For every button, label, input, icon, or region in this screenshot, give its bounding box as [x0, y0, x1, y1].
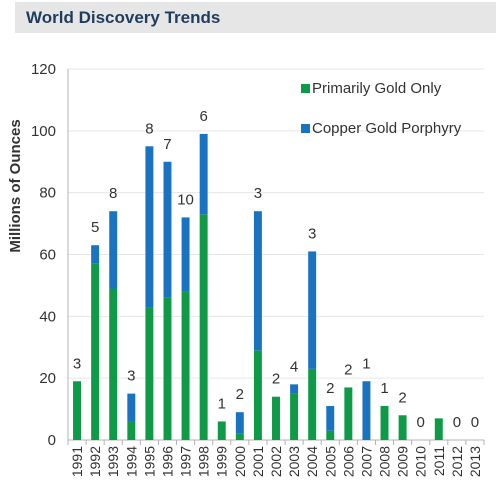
deposit-count-label: 1	[362, 355, 370, 372]
x-tick-label: 2001	[250, 446, 266, 477]
deposit-count-label: 8	[145, 120, 153, 137]
bar-copper-gold	[235, 412, 244, 434]
x-tick-label: 2008	[377, 446, 393, 477]
bar-gold-only	[434, 418, 443, 440]
bar-copper-gold	[253, 211, 262, 351]
bar-gold-only	[91, 263, 100, 440]
deposit-count-label: 7	[163, 136, 171, 153]
y-axis-label: Millions of Ounces	[7, 119, 24, 252]
legend-label: Copper Gold Porphyry	[312, 120, 462, 137]
bar-gold-only	[380, 405, 389, 440]
bar-copper-gold	[163, 161, 172, 298]
bar-gold-only	[344, 387, 353, 440]
bar-gold-only	[272, 396, 280, 440]
bar-gold-only	[181, 291, 190, 440]
y-tick-label: 80	[39, 185, 56, 202]
deposit-count-label: 1	[380, 380, 388, 397]
x-tick-label: 1996	[159, 446, 175, 477]
x-tick-label: 2004	[304, 446, 320, 477]
x-tick-label: 1993	[105, 446, 121, 477]
bar-gold-only	[163, 297, 172, 440]
deposit-count-label: 3	[308, 225, 316, 242]
bar-gold-only	[217, 421, 226, 440]
x-tick-label: 1992	[87, 446, 103, 477]
x-tick-label: 2010	[413, 446, 429, 477]
bar-copper-gold	[91, 245, 100, 264]
x-tick-label: 2005	[322, 446, 338, 477]
y-tick-label: 100	[31, 123, 56, 140]
bar-gold-only	[253, 350, 262, 440]
x-tick-label: 1995	[141, 446, 157, 477]
x-tick-label: 2007	[358, 446, 374, 477]
deposit-count-label: 4	[290, 358, 298, 375]
bar-gold-only	[73, 381, 82, 440]
x-tick-label: 1994	[123, 446, 139, 477]
x-tick-label: 2011	[431, 446, 447, 476]
y-tick-label: 0	[48, 432, 56, 449]
x-tick-label: 1997	[178, 446, 194, 477]
bar-copper-gold	[199, 133, 208, 215]
title-bar: World Discovery Trends	[15, 2, 496, 33]
y-tick-label: 20	[39, 370, 56, 387]
x-tick-label: 2000	[232, 446, 248, 477]
deposit-count-label: 2	[326, 380, 334, 397]
bar-gold-only	[127, 421, 136, 440]
deposit-count-label: 3	[73, 355, 81, 372]
bar-gold-only	[235, 433, 244, 440]
deposit-count-label: 3	[254, 185, 262, 202]
deposit-count-label: 6	[199, 108, 207, 125]
bar-copper-gold	[290, 384, 299, 394]
x-tick-label: 2003	[286, 446, 302, 477]
x-tick-label: 1991	[69, 446, 85, 477]
bar-gold-only	[290, 393, 299, 440]
deposit-count-label: 2	[272, 371, 280, 388]
deposit-count-label: 3	[127, 368, 135, 385]
deposit-count-label: 2	[344, 361, 352, 378]
x-tick-label: 2002	[268, 446, 284, 477]
bar-copper-gold	[127, 393, 136, 422]
y-tick-label: 60	[39, 247, 56, 264]
x-tick-label: 1999	[214, 446, 230, 477]
x-tick-label: 1998	[196, 446, 212, 477]
bar-copper-gold	[326, 405, 335, 431]
bar-gold-only	[199, 214, 208, 440]
legend-swatch	[301, 124, 310, 133]
bar-copper-gold	[362, 381, 371, 440]
bar-copper-gold	[145, 146, 154, 308]
deposit-count-label: 8	[109, 185, 117, 202]
x-tick-label: 2006	[340, 446, 356, 477]
deposit-count-label: 0	[471, 414, 479, 431]
bar-gold-only	[145, 307, 154, 440]
x-tick-label: 2012	[449, 446, 465, 477]
x-tick-label: 2009	[395, 446, 411, 477]
deposit-count-label: 0	[417, 414, 425, 431]
x-tick-label: 2013	[467, 446, 483, 477]
deposit-count-label: 2	[398, 389, 406, 406]
bar-copper-gold	[181, 217, 190, 292]
deposit-count-label: 1	[218, 395, 226, 412]
bar-gold-only	[308, 368, 317, 440]
y-tick-label: 40	[39, 308, 56, 325]
bar-copper-gold	[109, 211, 118, 289]
y-tick-label: 120	[31, 61, 56, 78]
bar-gold-only	[398, 415, 407, 440]
legend-swatch	[301, 84, 310, 93]
legend-label: Primarily Gold Only	[312, 80, 442, 97]
deposit-count-label: 0	[453, 414, 461, 431]
bar-gold-only	[109, 288, 118, 440]
bar-gold-only	[326, 430, 335, 440]
bar-copper-gold	[308, 251, 317, 369]
deposit-count-label: 5	[91, 219, 99, 236]
deposit-count-label: 2	[236, 386, 244, 403]
chart-title: World Discovery Trends	[26, 8, 221, 27]
deposit-count-label: 10	[177, 191, 194, 208]
